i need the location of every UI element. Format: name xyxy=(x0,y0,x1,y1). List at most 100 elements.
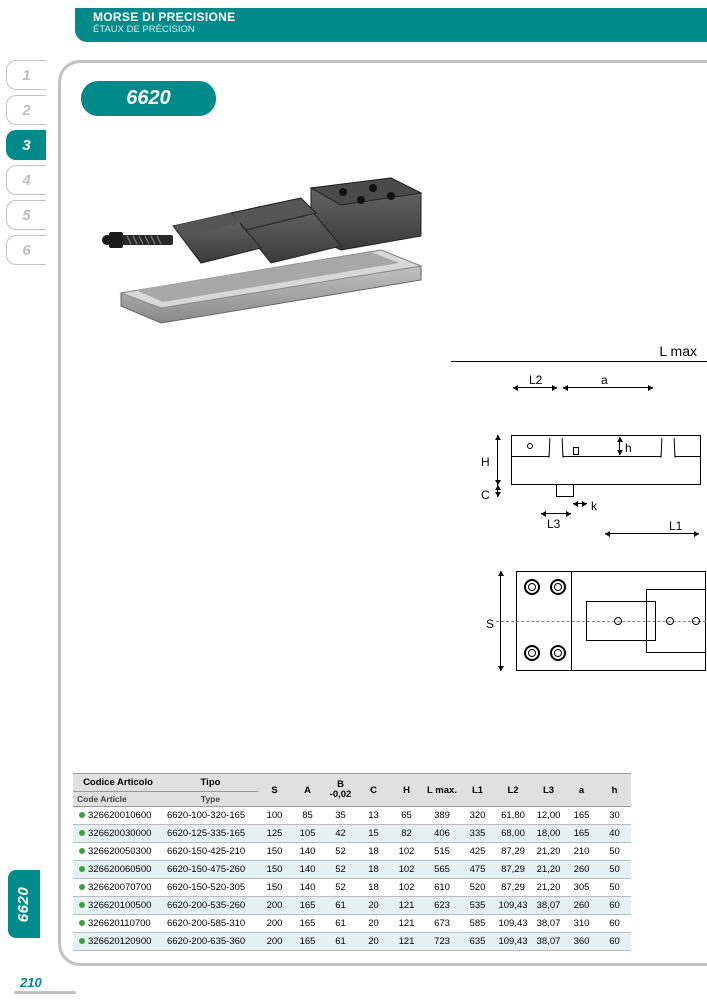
cell-value: 61 xyxy=(324,897,357,915)
side-tab-3: 3 xyxy=(6,130,46,160)
cell-value: 425 xyxy=(461,843,494,861)
cell-value: 360 xyxy=(565,933,598,951)
cell-value: 40 xyxy=(598,825,631,843)
cell-type: 6620-150-475-260 xyxy=(163,861,258,879)
cell-type: 6620-150-425-210 xyxy=(163,843,258,861)
cell-value: 200 xyxy=(258,915,291,933)
th-L2: L2 xyxy=(494,774,532,807)
cell-value: 723 xyxy=(423,933,461,951)
dim-label-l2: L2 xyxy=(529,373,542,387)
side-tab-5: 5 xyxy=(6,200,46,230)
cell-value: 121 xyxy=(390,915,423,933)
table-row: 3266200707006620-150-520-305150140521810… xyxy=(73,879,631,897)
diagram-lmax-line xyxy=(451,361,707,362)
dim-label-S: S xyxy=(486,617,494,631)
cell-value: 100 xyxy=(258,807,291,825)
status-dot-icon xyxy=(79,938,85,944)
th-A: A xyxy=(291,774,324,807)
th-S: S xyxy=(258,774,291,807)
cell-code: 326620050300 xyxy=(73,843,163,861)
cell-code: 326620010600 xyxy=(73,807,163,825)
th-codice-en: Code Article xyxy=(73,792,163,807)
cell-value: 60 xyxy=(598,933,631,951)
cell-value: 50 xyxy=(598,879,631,897)
cell-type: 6620-150-520-305 xyxy=(163,879,258,897)
th-codice-it: Codice Articolo xyxy=(73,774,163,792)
cell-value: 673 xyxy=(423,915,461,933)
cell-value: 61 xyxy=(324,933,357,951)
content-frame: 6620 xyxy=(58,60,707,966)
status-dot-icon xyxy=(79,830,85,836)
dim-a-arrow xyxy=(563,387,653,388)
dim-label-hsmall: h xyxy=(625,441,632,455)
cell-value: 68,00 xyxy=(494,825,532,843)
cell-value: 150 xyxy=(258,879,291,897)
cell-value: 50 xyxy=(598,861,631,879)
dim-hsmall-arrow xyxy=(619,437,620,455)
th-Lmax: L max. xyxy=(423,774,461,807)
spec-table: Codice Articolo Tipo S A B -0,02 C H L m… xyxy=(73,773,631,951)
diagram-area: L max L2 a H C h L3 k xyxy=(401,343,707,723)
cell-value: 165 xyxy=(291,933,324,951)
cell-value: 109,43 xyxy=(494,915,532,933)
cell-value: 20 xyxy=(357,933,390,951)
cell-type: 6620-200-635-360 xyxy=(163,933,258,951)
cell-value: 635 xyxy=(461,933,494,951)
table-row: 3266201107006620-200-585-310200165612012… xyxy=(73,915,631,933)
diagram-label-lmax: L max xyxy=(659,343,697,359)
dim-c-arrow xyxy=(497,485,498,497)
cell-value: 42 xyxy=(324,825,357,843)
side-tab-1: 1 xyxy=(6,60,46,90)
cell-value: 30 xyxy=(598,807,631,825)
side-tab-4: 4 xyxy=(6,165,46,195)
cell-code: 326620070700 xyxy=(73,879,163,897)
cell-code: 326620030000 xyxy=(73,825,163,843)
cell-value: 13 xyxy=(357,807,390,825)
cell-value: 85 xyxy=(291,807,324,825)
cell-value: 105 xyxy=(291,825,324,843)
table-row: 3266201005006620-200-535-260200165612012… xyxy=(73,897,631,915)
cell-value: 406 xyxy=(423,825,461,843)
cell-type: 6620-125-335-165 xyxy=(163,825,258,843)
cell-value: 35 xyxy=(324,807,357,825)
diagram-side-view: H C h L3 k L1 xyxy=(461,403,701,543)
th-C: C xyxy=(357,774,390,807)
cell-value: 165 xyxy=(291,915,324,933)
dim-label-L3: L3 xyxy=(547,517,560,531)
dim-label-L1: L1 xyxy=(669,519,682,533)
cell-code: 326620110700 xyxy=(73,915,163,933)
cell-value: 21,20 xyxy=(532,843,565,861)
product-badge-text: 6620 xyxy=(126,87,171,110)
cell-value: 61 xyxy=(324,915,357,933)
side-product-label-text: 6620 xyxy=(16,886,33,921)
cell-value: 52 xyxy=(324,879,357,897)
cell-value: 121 xyxy=(390,933,423,951)
cell-code: 326620120900 xyxy=(73,933,163,951)
table-row: 3266200300006620-125-335-165125105421582… xyxy=(73,825,631,843)
cell-code: 326620060500 xyxy=(73,861,163,879)
status-dot-icon xyxy=(79,884,85,890)
diagram-top-view: S xyxy=(496,571,706,681)
cell-value: 585 xyxy=(461,915,494,933)
cell-value: 535 xyxy=(461,897,494,915)
cell-value: 623 xyxy=(423,897,461,915)
cell-value: 65 xyxy=(390,807,423,825)
cell-value: 21,20 xyxy=(532,861,565,879)
cell-value: 18 xyxy=(357,843,390,861)
dim-label-C: C xyxy=(481,488,490,502)
cell-value: 125 xyxy=(258,825,291,843)
cell-value: 20 xyxy=(357,915,390,933)
page-underline xyxy=(14,991,76,994)
cell-value: 38,07 xyxy=(532,933,565,951)
product-photo xyxy=(91,118,431,328)
status-dot-icon xyxy=(79,812,85,818)
cell-value: 389 xyxy=(423,807,461,825)
th-h: h xyxy=(598,774,631,807)
cell-value: 102 xyxy=(390,843,423,861)
cell-value: 165 xyxy=(565,807,598,825)
dim-h-arrow xyxy=(497,435,498,485)
cell-value: 102 xyxy=(390,879,423,897)
cell-value: 200 xyxy=(258,933,291,951)
table-row: 3266200106006620-100-320-165100853513653… xyxy=(73,807,631,825)
cell-value: 260 xyxy=(565,897,598,915)
